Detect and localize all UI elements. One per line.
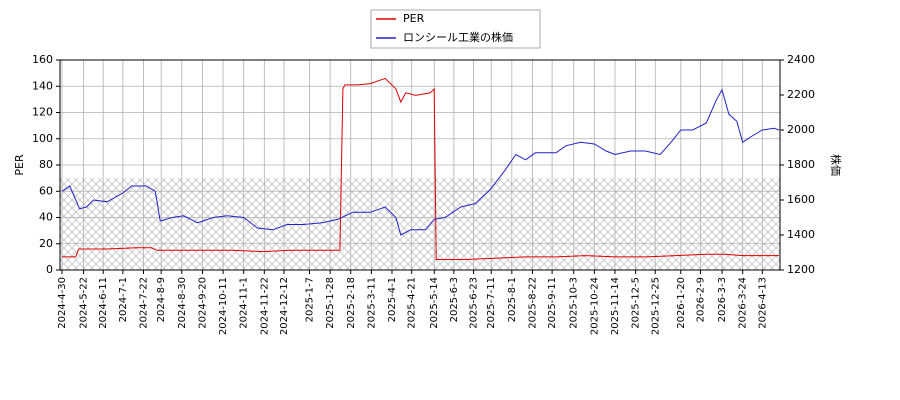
y2-tick-label: 2200	[787, 88, 815, 101]
x-tick-label: 2024-8-30	[177, 277, 188, 329]
y2-tick-label: 2000	[787, 123, 815, 136]
x-tick-label: 2026-2-9	[695, 277, 706, 322]
x-tick-label: 2025-12-25	[650, 277, 661, 335]
x-tick-label: 2025-6-3	[449, 277, 460, 322]
x-tick-label: 2025-4-1	[387, 277, 398, 322]
x-tick-label: 2025-4-21	[407, 277, 418, 329]
x-tick-label: 2025-8-1	[507, 277, 518, 322]
x-tick-label: 2025-7-11	[486, 277, 497, 329]
x-tick-label: 2026-4-13	[757, 277, 768, 329]
legend-label: ロンシール工業の株価	[403, 30, 513, 44]
legend-label: PER	[403, 12, 425, 25]
x-tick-label: 2024-4-30	[57, 277, 68, 329]
y-tick-label: 140	[32, 79, 53, 92]
series-line	[62, 77, 779, 260]
x-tick-label: 2025-10-3	[569, 277, 580, 329]
y-tick-label: 60	[39, 184, 53, 197]
x-tick-label: 2025-6-23	[469, 277, 480, 329]
x-tick-label: 2025-1-28	[325, 277, 336, 329]
x-tick-label: 2025-11-14	[610, 277, 621, 335]
x-tick-label: 2025-2-18	[346, 277, 357, 329]
y2-tick-label: 1400	[787, 228, 815, 241]
x-tick-label: 2024-10-11	[218, 277, 229, 335]
x-tick-label: 2024-5-22	[79, 277, 90, 329]
legend-box	[370, 9, 541, 49]
y-tick-label: 100	[32, 132, 53, 145]
x-tick-label: 2025-10-24	[589, 277, 600, 335]
x-tick-label: 2024-7-1	[118, 277, 129, 322]
x-tick-label: 2024-8-9	[156, 277, 167, 322]
x-tick-label: 2025-8-22	[527, 277, 538, 329]
shaded-band	[60, 178, 780, 270]
y-tick-label: 40	[39, 211, 53, 224]
y2-tick-label: 2400	[787, 53, 815, 66]
y-tick-label: 0	[46, 263, 53, 276]
plot-frame	[59, 59, 781, 271]
y2-tick-label: 1600	[787, 193, 815, 206]
x-tick-label: 2024-7-22	[138, 277, 149, 329]
x-tick-label: 2025-9-11	[547, 277, 558, 329]
x-tick-label: 2026-3-3	[717, 277, 728, 322]
y-tick-label: 80	[39, 158, 53, 171]
y2-tick-label: 1200	[787, 263, 815, 276]
y2-axis-label: 株価	[829, 154, 843, 176]
series-line	[61, 88, 780, 236]
x-tick-label: 2024-11-22	[259, 277, 270, 335]
x-tick-label: 2024-6-11	[98, 277, 109, 329]
x-tick-label: 2026-3-24	[738, 277, 749, 329]
x-tick-label: 2025-5-14	[429, 277, 440, 329]
x-tick-label: 2025-3-11	[366, 277, 377, 329]
y-axis-label: PER	[13, 154, 26, 176]
x-tick-label: 2026-1-20	[676, 277, 687, 329]
x-tick-label: 2024-11-1	[239, 277, 250, 329]
y-tick-label: 120	[32, 106, 53, 119]
y2-tick-label: 1800	[787, 158, 815, 171]
x-tick-label: 2024-12-12	[279, 277, 290, 335]
x-tick-label: 2025-12-5	[631, 277, 642, 329]
y-tick-label: 160	[32, 53, 53, 66]
y-tick-label: 20	[39, 237, 53, 250]
x-tick-label: 2025-1-7	[304, 277, 315, 322]
x-tick-label: 2024-9-20	[197, 277, 208, 329]
